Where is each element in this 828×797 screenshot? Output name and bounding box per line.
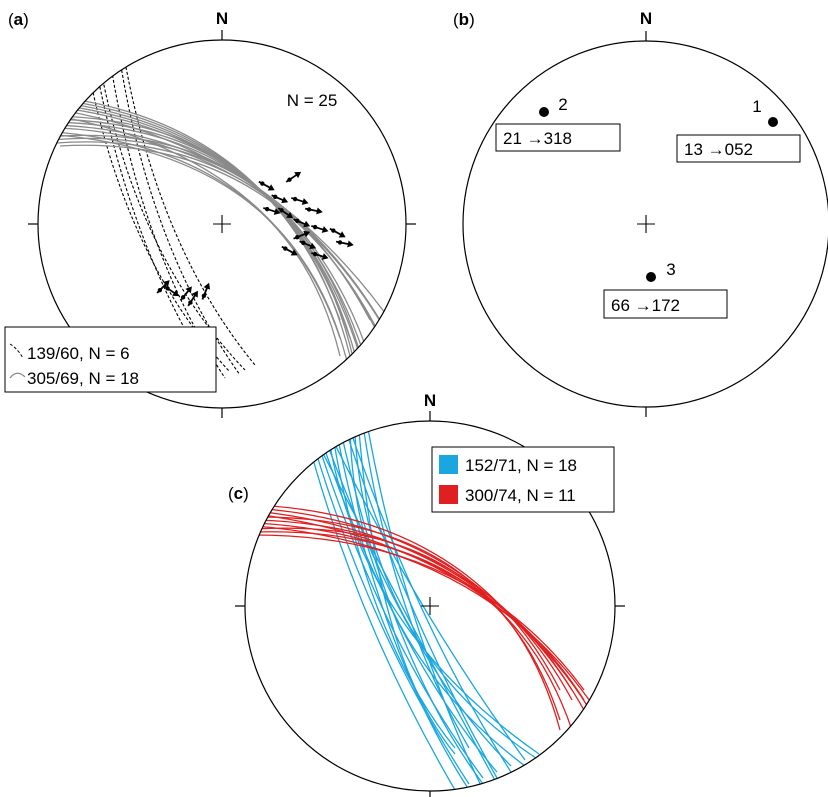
slip-arrow-1 (258, 180, 275, 191)
slip-arrow-20 (163, 285, 180, 297)
panel-c-legend-blue-swatch (439, 455, 458, 474)
slip-arrow-5 (304, 207, 323, 215)
blue-great-circle-12 (345, 421, 512, 773)
slip-arrow-7 (311, 224, 329, 233)
dashed-great-circle-6 (124, 61, 256, 366)
axis-2-orientation: 21 →318 (503, 129, 572, 148)
panel-c-label: (c) (228, 484, 249, 503)
blue-great-circle-9 (333, 421, 470, 791)
slip-arrow-12 (311, 251, 329, 260)
axis-3-orientation: 66 →172 (611, 296, 680, 315)
solid-great-circle-2 (43, 97, 351, 339)
panel-c-great-circles (254, 421, 597, 791)
red-great-circle-2 (254, 507, 573, 701)
blue-great-circle-3 (309, 421, 484, 779)
blue-great-circle-7 (325, 421, 540, 755)
slip-arrow-18 (187, 290, 198, 307)
slip-arrow-2 (285, 171, 302, 183)
slip-arrow-6 (293, 218, 311, 228)
slip-arrow-8 (329, 227, 346, 238)
axis-1-box (676, 134, 801, 163)
blue-great-circle-6 (321, 421, 526, 761)
axis-2-point (539, 107, 549, 117)
blue-great-circle-13 (349, 421, 526, 767)
panel-a-legend-solid-swatch (9, 372, 26, 379)
slip-arrow-19 (201, 282, 211, 300)
red-great-circle-11 (254, 534, 585, 691)
solid-great-circle-1 (39, 94, 341, 321)
red-great-circle-9 (254, 527, 561, 721)
blue-great-circle-17 (365, 421, 484, 791)
solid-great-circle-8 (43, 115, 351, 357)
panel-c-legend-red-text: 300/74, N = 11 (465, 486, 576, 505)
panel-b: (b) N 1 13 →052 2 21 →318 3 66 →172 (453, 9, 828, 417)
panel-c-legend-red-swatch (439, 485, 458, 504)
slip-arrow-17 (179, 286, 192, 302)
slip-arrow-10 (299, 240, 317, 250)
axis-2-number: 2 (558, 95, 567, 114)
slip-arrow-16 (156, 280, 170, 294)
slip-arrow-14 (277, 207, 294, 219)
blue-great-circle-14 (353, 421, 540, 761)
red-great-circle-5 (254, 516, 561, 731)
red-great-circle-1 (254, 504, 561, 691)
axis-1-point (768, 117, 778, 127)
panel-a-legend-box (4, 326, 217, 393)
blue-great-circle-16 (361, 421, 470, 749)
red-great-circle-10 (254, 531, 573, 731)
slip-arrow-11 (281, 245, 298, 256)
panel-a-legend-dashed-text: 139/60, N = 6 (27, 344, 130, 363)
axis-3-number: 3 (666, 260, 675, 279)
blue-great-circle-10 (337, 421, 484, 785)
blue-great-circle-18 (304, 421, 498, 785)
panel-a-label: (a) (8, 10, 29, 29)
slip-arrow-13 (293, 230, 311, 240)
panel-b-north-label: N (640, 9, 652, 28)
panel-c-legend-box (431, 446, 615, 513)
panel-a-legend: 139/60, N = 6 305/69, N = 18 (4, 326, 217, 393)
blue-great-circle-2 (305, 421, 470, 785)
panel-a-north-label: N (216, 9, 228, 28)
axis-1-number: 1 (752, 97, 761, 116)
dashed-great-circle-5 (99, 64, 246, 371)
axis-1-orientation: 13 →052 (684, 140, 753, 159)
dashed-great-circle-4 (87, 67, 231, 373)
panel-c: (c) N 152/71, N = 18 300/74, N = 11 (228, 391, 625, 797)
panel-c-legend: 152/71, N = 18 300/74, N = 11 (431, 446, 615, 513)
blue-great-circle-15 (357, 421, 456, 755)
blue-great-circle-1 (301, 421, 456, 791)
panel-a-count-label: N = 25 (287, 91, 338, 110)
axis-3-point (646, 272, 656, 282)
panel-b-label: (b) (453, 10, 475, 29)
panel-a-great-circles (39, 59, 391, 393)
slip-arrow-15 (263, 206, 281, 215)
solid-great-circle-18 (59, 144, 391, 357)
slip-arrow-4 (291, 196, 309, 205)
panel-a-legend-solid-text: 305/69, N = 18 (27, 369, 139, 388)
axis-3-box (603, 289, 728, 319)
panel-c-legend-blue-text: 152/71, N = 18 (465, 456, 577, 475)
axis-2-box (495, 123, 621, 152)
blue-great-circle-8 (329, 421, 456, 749)
axis-1: 1 13 →052 (676, 97, 801, 163)
panel-a-legend-dashed-swatch (9, 343, 24, 359)
axis-2: 2 21 →318 (495, 95, 621, 152)
panel-c-north-label: N (424, 391, 436, 410)
dashed-great-circle-2 (109, 59, 226, 379)
panel-a-slip-arrows (156, 171, 354, 307)
panel-a: (a) N N = 25 139/60, N = 6 305/69, N = 1… (4, 9, 416, 418)
slip-arrow-3 (271, 194, 289, 204)
slip-arrow-9 (335, 240, 354, 248)
axis-3: 3 66 →172 (603, 260, 728, 319)
